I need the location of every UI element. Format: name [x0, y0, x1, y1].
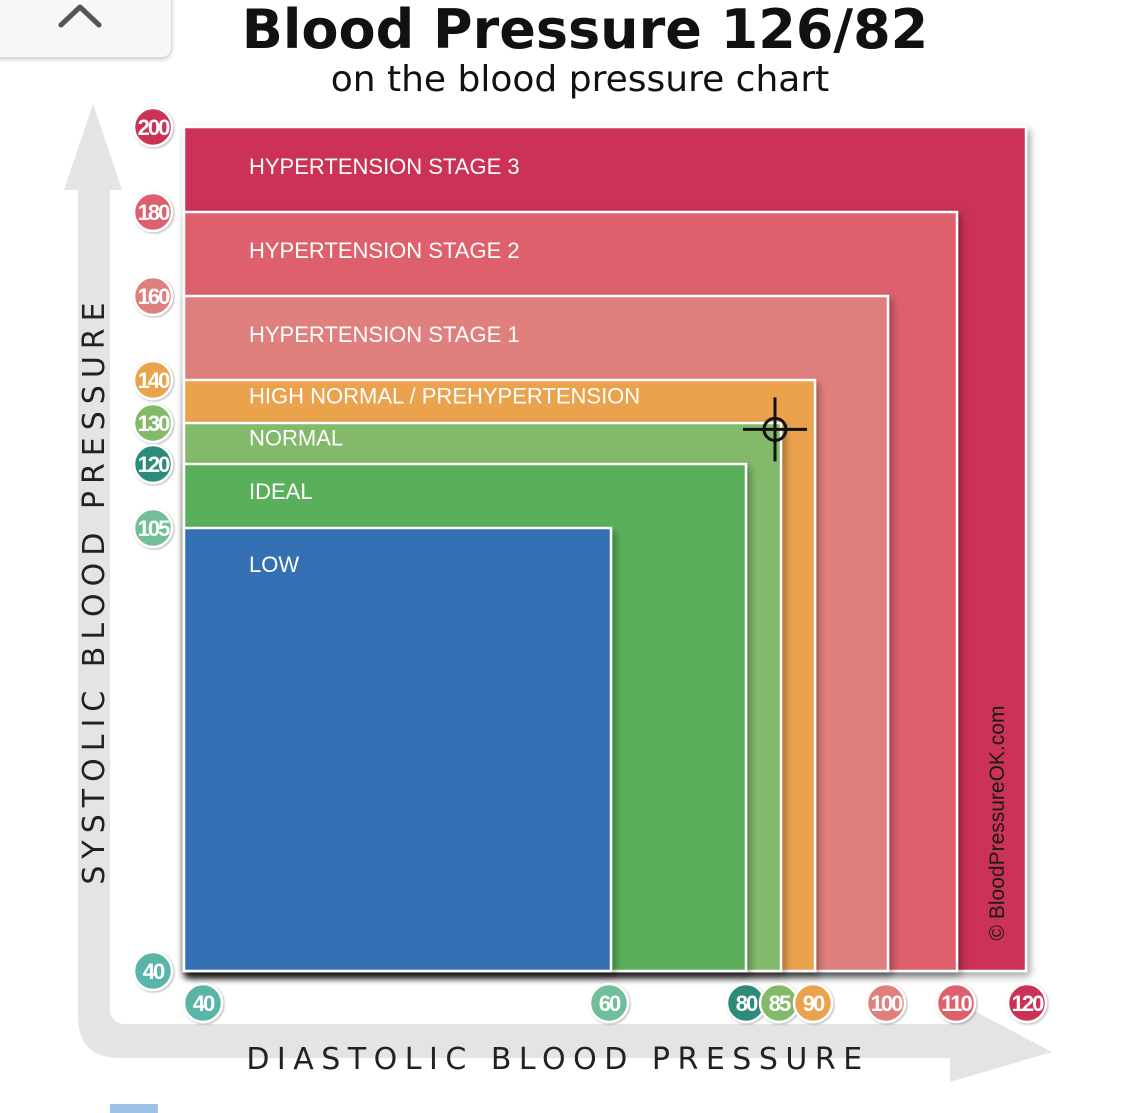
y-tick-105: 105 [132, 507, 174, 549]
tick-label-text: 140 [138, 368, 170, 393]
y-tick-140: 140 [132, 359, 174, 401]
x-tick-90: 90 [792, 982, 834, 1024]
bp-marker-crosshair [743, 397, 807, 462]
crosshair-part [762, 416, 788, 442]
page-title: Blood Pressure 126/82 [241, 0, 929, 61]
page-subtitle: on the blood pressure chart [330, 59, 830, 100]
x-tick-110: 110 [935, 982, 977, 1024]
x-tick-100: 100 [865, 982, 907, 1024]
chevron-up-icon [58, 4, 102, 28]
zone-label-high-normal-prehypertension: HIGH NORMAL / PREHYPERTENSION [249, 384, 640, 409]
zone-label-hypertension-stage-2: HYPERTENSION STAGE 2 [249, 238, 520, 263]
zone-label-hypertension-stage-3: HYPERTENSION STAGE 3 [249, 154, 520, 179]
tick-label-text: 85 [769, 991, 791, 1016]
tick-label-text: 110 [941, 991, 972, 1016]
y-tick-200: 200 [132, 106, 174, 148]
tick-label-text: 180 [138, 200, 170, 225]
zone-label-normal: NORMAL [249, 426, 343, 451]
x-tick-85: 85 [758, 982, 800, 1024]
zone-low [182, 526, 613, 973]
y-tick-180: 180 [132, 191, 174, 233]
y-tick-40: 40 [132, 950, 174, 992]
scroll-indicator [110, 1104, 158, 1113]
y-tick-120: 120 [132, 443, 174, 485]
tick-label-text: 40 [193, 991, 215, 1016]
tick-label-text: 130 [138, 411, 170, 436]
x-tick-120: 120 [1006, 982, 1048, 1024]
tick-label-text: 60 [599, 991, 621, 1016]
tick-label-text: 90 [803, 991, 825, 1016]
tick-label-text: 200 [138, 115, 170, 140]
zone-label-low: LOW [249, 552, 299, 577]
x-tick-60: 60 [588, 982, 630, 1024]
zone-label-hypertension-stage-1: HYPERTENSION STAGE 1 [249, 322, 520, 347]
y-axis-label: SYSTOLIC BLOOD PRESSURE [77, 295, 112, 884]
watermark-text: © BloodPressureOK.com [986, 706, 1009, 941]
x-axis-label: DIASTOLIC BLOOD PRESSURE [246, 1042, 869, 1077]
x-tick-40: 40 [182, 982, 224, 1024]
y-tick-160: 160 [132, 275, 174, 317]
tick-label-text: 160 [138, 284, 170, 309]
tick-label-text: 120 [138, 452, 170, 477]
tick-label-text: 40 [143, 959, 165, 984]
tick-label-text: 100 [871, 991, 903, 1016]
collapse-button[interactable] [0, 0, 172, 58]
tick-label-text: 120 [1012, 991, 1044, 1016]
tick-label-text: 80 [736, 991, 758, 1016]
tick-label-text: 105 [138, 516, 170, 541]
y-tick-130: 130 [132, 402, 174, 444]
zone-label-ideal: IDEAL [249, 479, 313, 504]
